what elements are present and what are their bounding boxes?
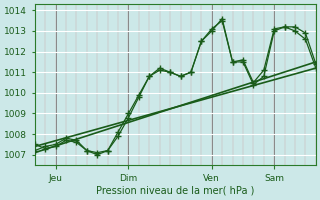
X-axis label: Pression niveau de la mer( hPa ): Pression niveau de la mer( hPa ) xyxy=(96,186,254,196)
